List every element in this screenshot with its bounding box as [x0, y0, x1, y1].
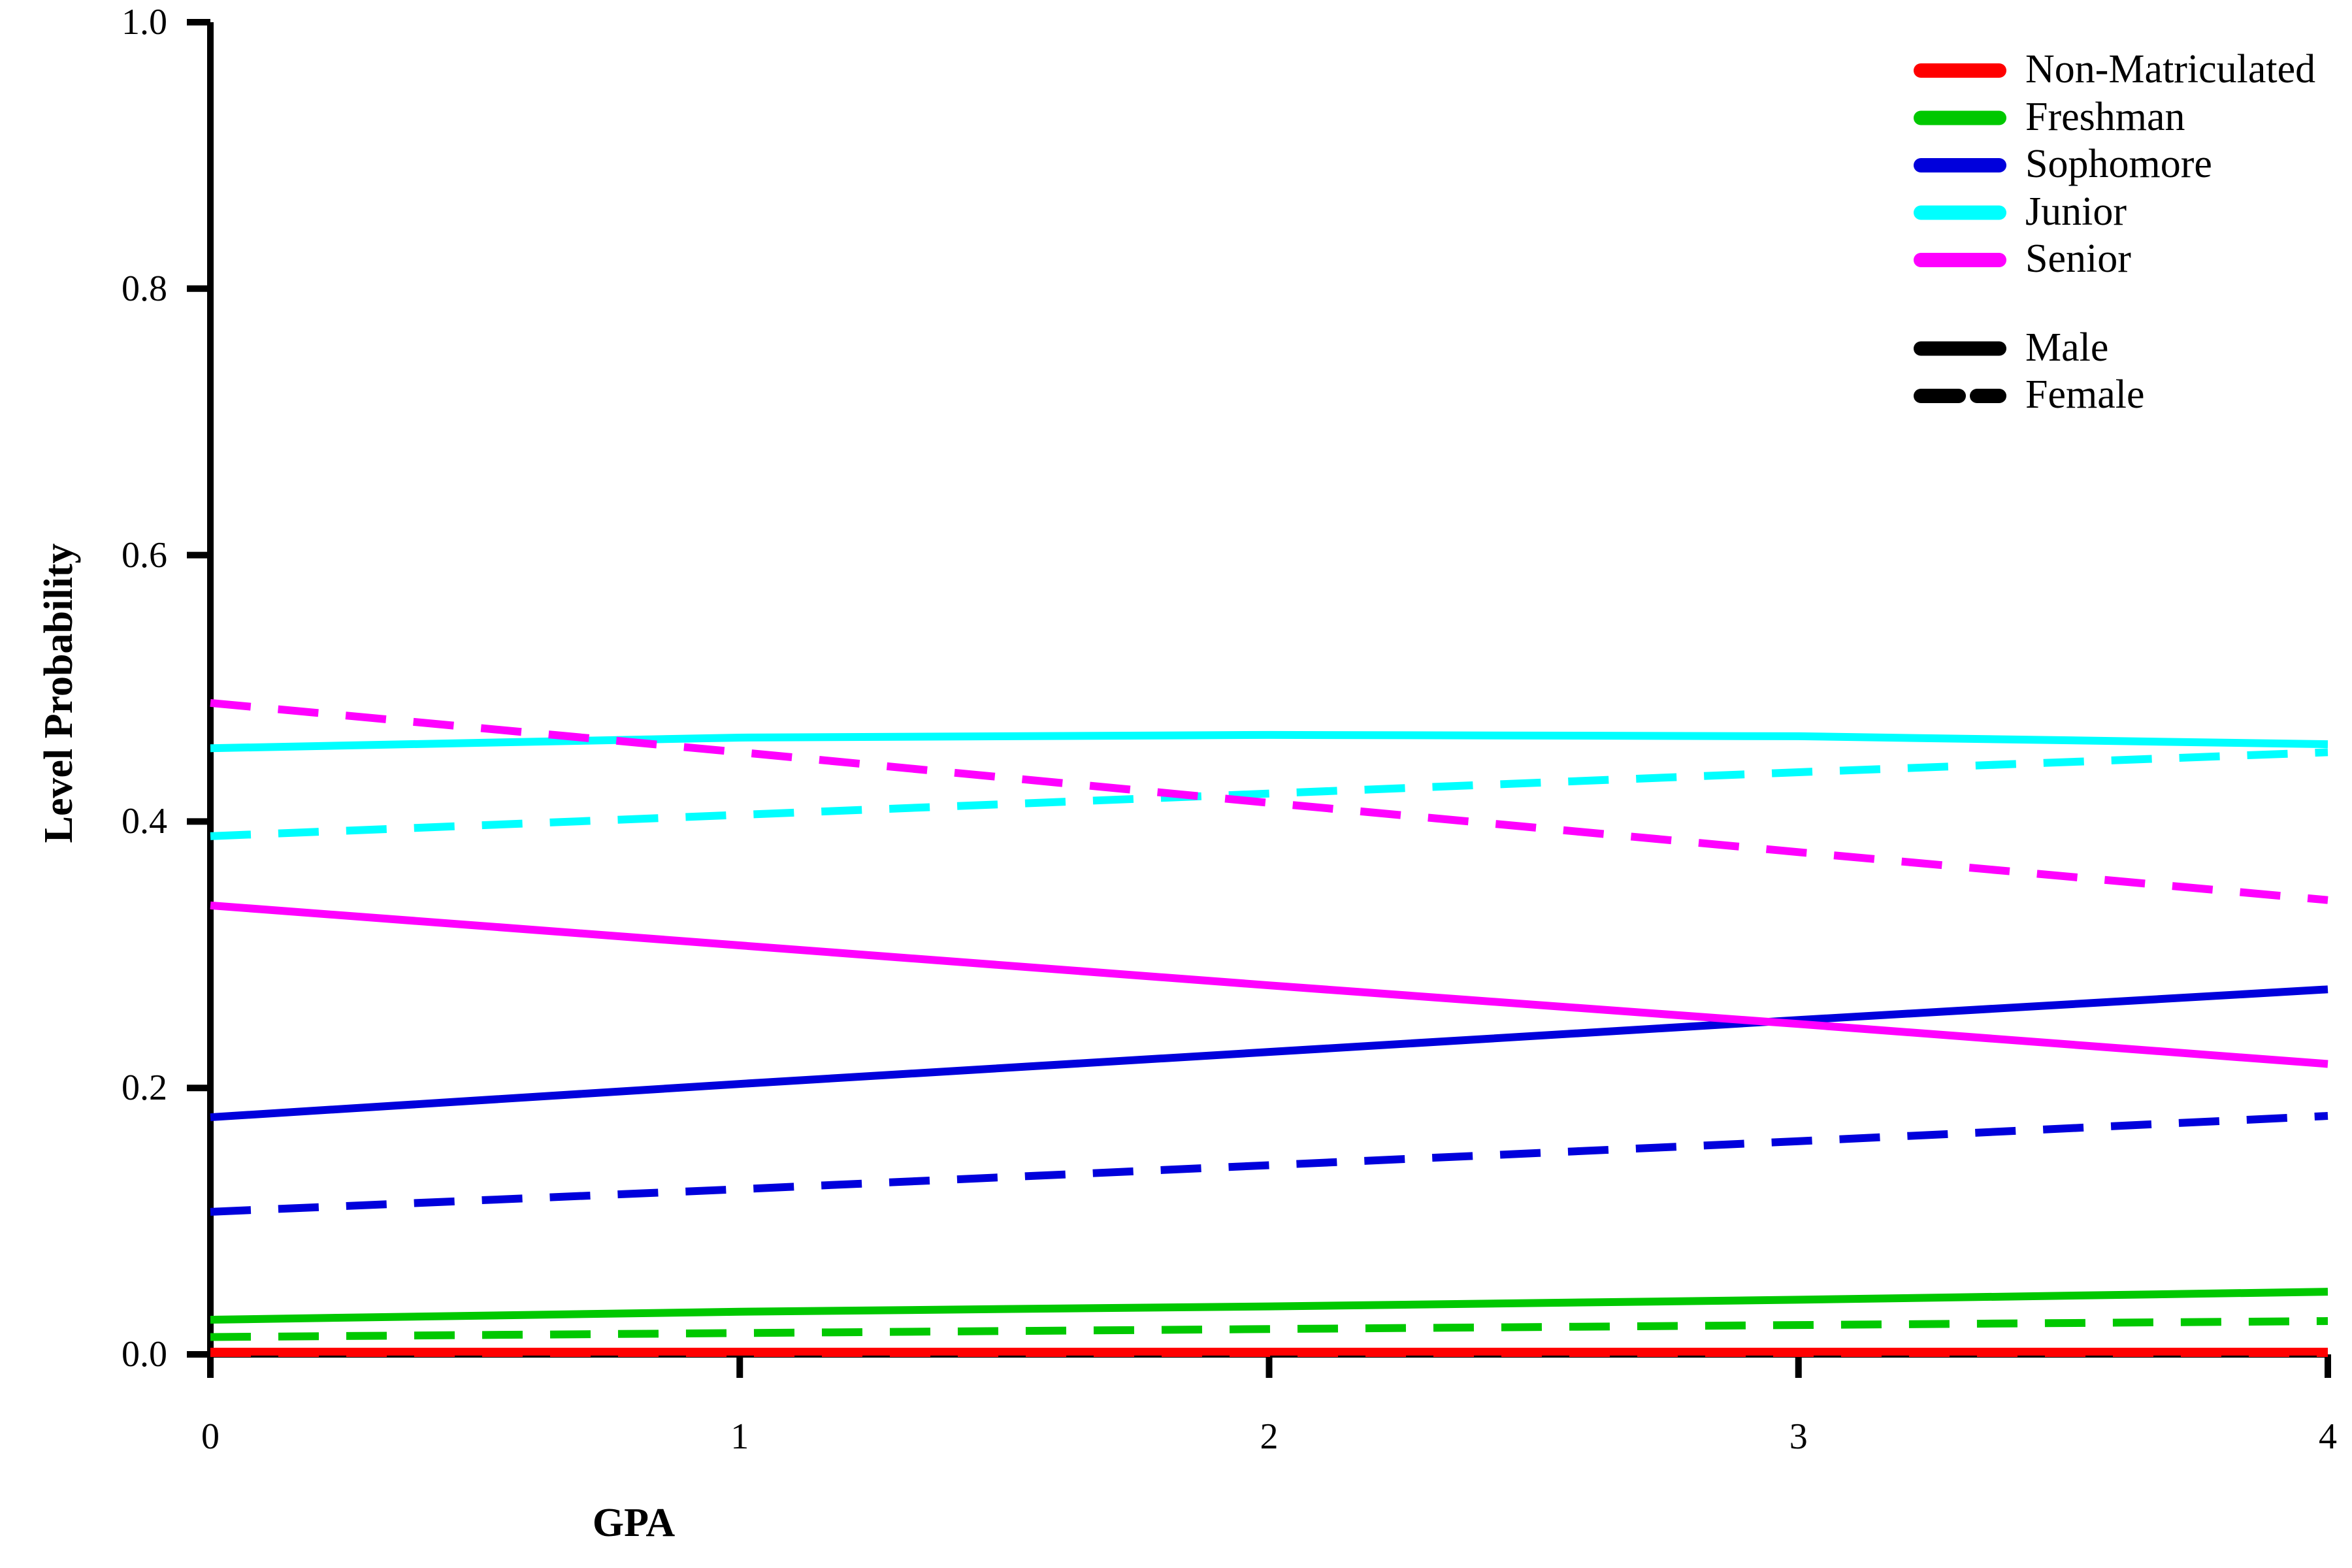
- data-series-layer: [210, 698, 2328, 1357]
- legend-item-label[interactable]: Freshman: [2025, 94, 2185, 139]
- series-line: [210, 1317, 2328, 1341]
- y-axis-tick-label: 0.8: [122, 268, 167, 309]
- x-axis-tick-label: 0: [201, 1416, 220, 1457]
- series-line: [210, 985, 2328, 1122]
- y-axis-tick-label: 0.4: [122, 801, 167, 842]
- legend-swatch-layer: [1914, 63, 2006, 403]
- x-axis-tick-label: 1: [730, 1416, 749, 1457]
- series-line: [210, 1112, 2328, 1216]
- legend-item-label[interactable]: Junior: [2025, 189, 2127, 234]
- y-axis-tick-label: 1.0: [122, 2, 167, 42]
- legend-item-label[interactable]: Non-Matriculated: [2025, 47, 2316, 91]
- y-axis-tick-label: 0.6: [122, 534, 167, 576]
- y-axis-tick-label: 0.2: [122, 1068, 167, 1109]
- x-axis-tick-label: 4: [2319, 1416, 2337, 1457]
- x-axis-tick-label: 3: [1789, 1416, 1808, 1457]
- legend-item-label[interactable]: Female: [2025, 372, 2145, 417]
- series-line: [210, 1288, 2328, 1324]
- y-axis-tick-label: 0.0: [122, 1334, 167, 1375]
- series-line: [210, 730, 2328, 753]
- legend-item-label[interactable]: Sophomore: [2025, 142, 2212, 186]
- legend-item-label[interactable]: Male: [2025, 325, 2109, 370]
- axes-layer: [187, 19, 2331, 1378]
- x-axis-title: GPA: [592, 1501, 676, 1545]
- legend-item-label[interactable]: Senior: [2025, 237, 2131, 281]
- y-axis-title: Level Probability: [37, 543, 81, 843]
- x-axis-tick-label: 2: [1260, 1416, 1279, 1457]
- series-line: [210, 901, 2328, 1068]
- series-line: [210, 748, 2328, 840]
- series-line: [210, 698, 2328, 904]
